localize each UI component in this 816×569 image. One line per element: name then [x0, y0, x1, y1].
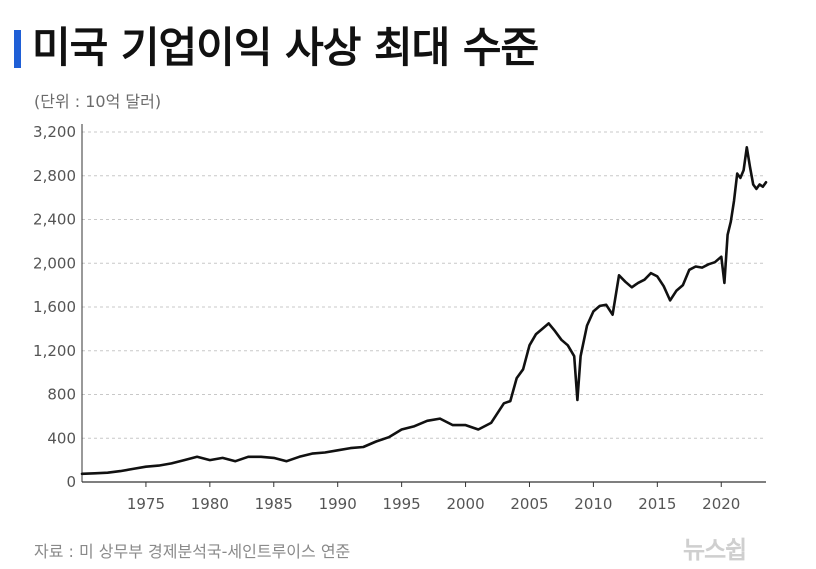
- y-tick-label: 2,800: [33, 167, 76, 185]
- y-tick-label: 1,200: [33, 342, 76, 360]
- corporate-profits-line: [80, 146, 768, 476]
- x-tick-label: 1990: [319, 495, 357, 513]
- x-tick-label: 1980: [191, 495, 229, 513]
- unit-label: (단위 : 10억 달러): [34, 92, 162, 111]
- y-tick-label: 2,000: [33, 254, 76, 272]
- source-note: 자료 : 미 상무부 경제분석국-세인트루이스 연준: [34, 542, 351, 561]
- title-accent-bar: [14, 30, 21, 68]
- x-tick-label: 1985: [255, 495, 293, 513]
- x-tick-label: 2015: [638, 495, 676, 513]
- y-tick-label: 400: [47, 429, 76, 447]
- publisher-logo: 뉴스쉽: [683, 536, 747, 564]
- x-tick-label: 2000: [446, 495, 484, 513]
- x-tick-label: 2020: [702, 495, 740, 513]
- page-title: 미국 기업이익 사상 최대 수준: [32, 23, 539, 72]
- x-tick-label: 1975: [127, 495, 165, 513]
- y-tick-label: 2,400: [33, 211, 76, 229]
- y-tick-label: 1,600: [33, 298, 76, 316]
- y-axis: 0 400 800 1,200 1,600 2,000 2,400 2,800 3,200: [33, 123, 83, 491]
- x-tick-label: 2010: [574, 495, 612, 513]
- x-tick-label: 1995: [383, 495, 421, 513]
- y-tick-label: 3,200: [33, 123, 76, 141]
- x-tick-label: 2005: [510, 495, 548, 513]
- gridlines: [82, 131, 766, 439]
- y-tick-label: 800: [47, 386, 76, 404]
- y-tick-label: 0: [66, 473, 76, 491]
- series-group: [80, 146, 768, 476]
- x-axis: 1975 1980 1985 1990 1995 2000 2005 2010 2015 2020: [82, 481, 766, 513]
